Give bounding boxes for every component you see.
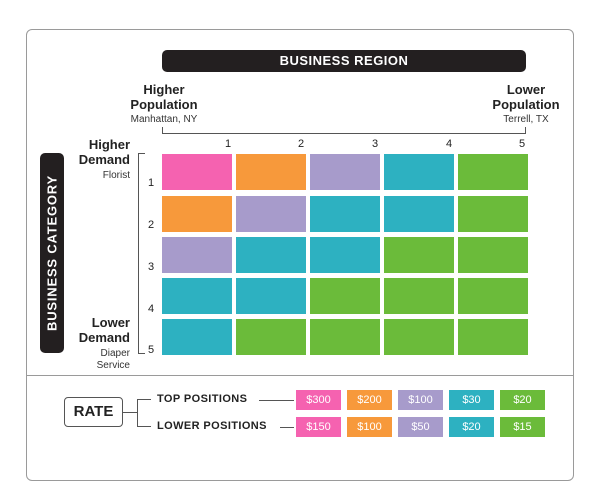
business-category-title: BUSINESS CATEGORY <box>44 175 60 331</box>
grid-cell-r2-c1 <box>162 196 232 232</box>
category-axis-line <box>138 153 139 354</box>
region-axis-tick-left <box>162 127 163 134</box>
row-number-2: 2 <box>147 219 155 231</box>
grid-cell-r1-c5 <box>458 154 528 190</box>
column-number-4: 4 <box>445 138 453 150</box>
higher-population-line1: Higher <box>143 82 185 97</box>
region-axis-tick-right <box>525 127 526 134</box>
grid-cell-r2-c4 <box>384 196 454 232</box>
lower-demand-example-line2: Service <box>96 360 130 371</box>
category-axis-tick-top <box>138 153 145 154</box>
column-number-3: 3 <box>371 138 379 150</box>
grid-cell-r5-c5 <box>458 319 528 355</box>
top-position-price-1: $300 <box>296 390 341 410</box>
higher-population-label: Higher Population <box>112 82 216 112</box>
row-number-4: 4 <box>147 303 155 315</box>
top-position-price-2: $200 <box>347 390 392 410</box>
top-position-price-4: $30 <box>449 390 494 410</box>
region-axis-line <box>162 133 526 134</box>
lower-position-price-3: $50 <box>398 417 443 437</box>
grid-cell-r5-c4 <box>384 319 454 355</box>
grid-cell-r3-c2 <box>236 237 306 273</box>
rate-bracket-top <box>137 399 151 400</box>
rate-label-box: RATE <box>64 397 123 427</box>
grid-cell-r1-c1 <box>162 154 232 190</box>
grid-cell-r5-c1 <box>162 319 232 355</box>
lower-population-line2: Population <box>492 97 560 112</box>
lower-position-price-5: $15 <box>500 417 545 437</box>
grid-cell-r5-c3 <box>310 319 380 355</box>
grid-cell-r3-c4 <box>384 237 454 273</box>
column-number-2: 2 <box>297 138 305 150</box>
row-number-1: 1 <box>147 177 155 189</box>
lower-positions-label: LOWER POSITIONS <box>157 420 267 432</box>
grid-cell-r3-c5 <box>458 237 528 273</box>
lower-position-price-2: $100 <box>347 417 392 437</box>
diagram-frame <box>26 29 574 481</box>
business-region-banner: BUSINESS REGION <box>162 50 526 72</box>
higher-population-example: Manhattan, NY <box>130 114 198 125</box>
category-axis-tick-bottom <box>138 353 145 354</box>
column-number-1: 1 <box>224 138 232 150</box>
grid-cell-r2-c5 <box>458 196 528 232</box>
grid-cell-r4-c4 <box>384 278 454 314</box>
grid-cell-r3-c1 <box>162 237 232 273</box>
grid-cell-r1-c2 <box>236 154 306 190</box>
lower-positions-leader <box>280 427 294 428</box>
lower-population-line1: Lower <box>506 82 546 97</box>
rate-bracket-bottom <box>137 426 151 427</box>
legend-divider <box>26 375 574 376</box>
rate-bracket <box>137 399 138 427</box>
lower-demand-example-line1: Diaper <box>100 348 130 359</box>
top-position-price-5: $20 <box>500 390 545 410</box>
row-number-5: 5 <box>147 344 155 356</box>
grid-cell-r5-c2 <box>236 319 306 355</box>
top-position-price-3: $100 <box>398 390 443 410</box>
higher-demand-line1: Higher <box>88 137 130 152</box>
grid-cell-r4-c3 <box>310 278 380 314</box>
lower-demand-example: Diaper Service <box>62 348 130 372</box>
higher-demand-label: Higher Demand <box>62 137 130 167</box>
lower-demand-line1: Lower <box>91 315 130 330</box>
lower-population-label: Lower Population <box>486 82 566 112</box>
higher-population-line2: Population <box>130 97 198 112</box>
lower-demand-label: Lower Demand <box>62 315 130 345</box>
grid-cell-r1-c3 <box>310 154 380 190</box>
grid-cell-r4-c2 <box>236 278 306 314</box>
lower-position-price-4: $20 <box>449 417 494 437</box>
higher-demand-line2: Demand <box>78 152 130 167</box>
lower-position-price-1: $150 <box>296 417 341 437</box>
column-number-5: 5 <box>518 138 526 150</box>
top-positions-leader <box>259 400 294 401</box>
row-number-3: 3 <box>147 261 155 273</box>
grid-cell-r2-c3 <box>310 196 380 232</box>
lower-population-example: Terrell, TX <box>503 114 549 125</box>
grid-cell-r3-c3 <box>310 237 380 273</box>
business-category-banner: BUSINESS CATEGORY <box>40 153 64 353</box>
top-positions-label: TOP POSITIONS <box>157 393 248 405</box>
grid-cell-r2-c2 <box>236 196 306 232</box>
grid-cell-r4-c1 <box>162 278 232 314</box>
higher-demand-example: Florist <box>102 170 130 181</box>
grid-cell-r1-c4 <box>384 154 454 190</box>
rate-connector <box>123 412 137 413</box>
grid-cell-r4-c5 <box>458 278 528 314</box>
lower-demand-line2: Demand <box>78 330 130 345</box>
